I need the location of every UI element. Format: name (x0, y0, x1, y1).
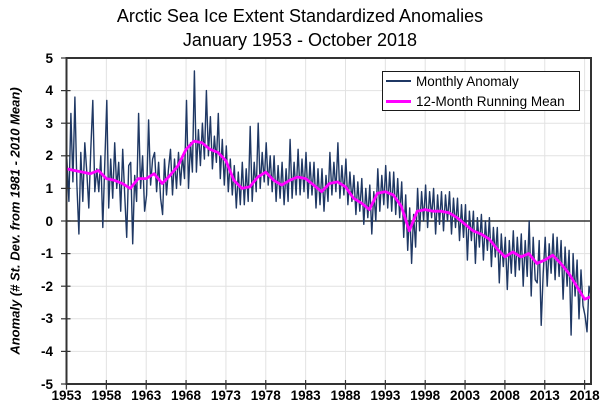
chart-title: Arctic Sea Ice Extent Standardized Anoma… (116, 6, 484, 26)
y-tick-label: -5 (40, 376, 53, 392)
x-tick-label: 1958 (91, 388, 122, 403)
x-tick-label: 1988 (330, 388, 361, 403)
legend: Monthly Anomaly 12-Month Running Mean (382, 71, 580, 111)
running-mean-line-swatch (386, 99, 411, 103)
x-tick-label: 2008 (489, 388, 520, 403)
chart-subtitle: January 1953 - October 2018 (182, 30, 418, 50)
x-tick-label: 1998 (410, 388, 441, 403)
x-tick-label: 2018 (569, 388, 600, 403)
y-tick-label: -2 (40, 278, 53, 294)
x-tick-label: 1963 (131, 388, 162, 403)
y-tick-label: 0 (45, 213, 53, 229)
x-tick-label: 1993 (370, 388, 401, 403)
y-tick-label: -4 (40, 343, 53, 359)
legend-item-monthly-anomaly: Monthly Anomaly (383, 72, 579, 90)
running-mean-line (66, 139, 591, 301)
y-tick-label: 3 (45, 115, 53, 131)
x-tick-label: 1968 (171, 388, 202, 403)
legend-label-running-mean: 12-Month Running Mean (416, 93, 565, 109)
monthly-anomaly-line-swatch (386, 80, 411, 82)
chart-title-block: Arctic Sea Ice Extent Standardized Anoma… (0, 4, 600, 52)
x-tick-label: 1973 (210, 388, 241, 403)
y-tick-label: 2 (45, 148, 53, 164)
y-tick-label: -1 (40, 246, 53, 262)
x-tick-label: 2003 (450, 388, 481, 403)
monthly-anomaly-line (66, 70, 591, 336)
x-tick-label: 1978 (250, 388, 281, 403)
x-tick-label: 1953 (51, 388, 82, 403)
x-tick-label: 1983 (290, 388, 321, 403)
legend-item-running-mean: 12-Month Running Mean (383, 92, 579, 110)
y-tick-label: 5 (45, 50, 53, 66)
legend-label-monthly-anomaly: Monthly Anomaly (416, 73, 519, 89)
y-tick-label: 4 (45, 83, 53, 99)
y-tick-label: -3 (40, 311, 53, 327)
y-tick-label: 1 (45, 180, 53, 196)
x-tick-label: 2013 (529, 388, 560, 403)
